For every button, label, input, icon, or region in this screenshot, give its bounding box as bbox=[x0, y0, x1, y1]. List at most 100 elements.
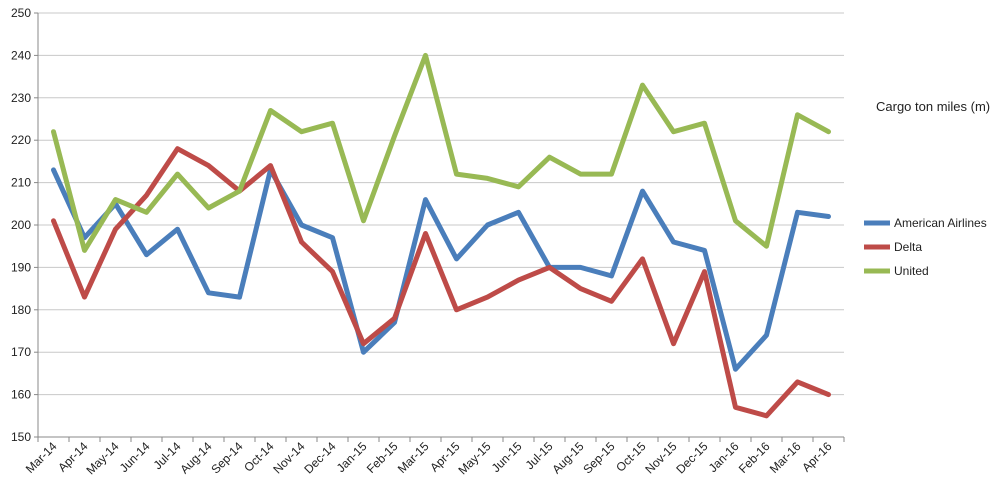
data-point bbox=[485, 176, 490, 181]
data-point bbox=[702, 121, 707, 126]
y-tick-label: 230 bbox=[11, 91, 31, 105]
data-point bbox=[144, 193, 149, 198]
chart-title: Cargo ton miles (m) bbox=[876, 99, 990, 114]
data-point bbox=[454, 172, 459, 177]
series-line-1 bbox=[51, 146, 831, 419]
data-point bbox=[578, 286, 583, 291]
data-point bbox=[82, 248, 87, 253]
x-tick-label: Sep-15 bbox=[580, 439, 617, 476]
y-tick-label: 150 bbox=[11, 430, 31, 444]
data-point bbox=[485, 223, 490, 228]
x-tick-label: Feb-15 bbox=[364, 439, 401, 476]
x-tick-label: Nov-15 bbox=[642, 439, 679, 476]
x-tick-label: May-15 bbox=[455, 439, 493, 477]
data-point bbox=[826, 129, 831, 134]
data-point bbox=[702, 248, 707, 253]
data-point bbox=[578, 172, 583, 177]
x-tick-label: Mar-16 bbox=[767, 439, 804, 476]
x-tick-label: Oct-14 bbox=[241, 439, 277, 475]
data-point bbox=[733, 405, 738, 410]
data-point bbox=[392, 133, 397, 138]
data-point bbox=[423, 231, 428, 236]
data-point bbox=[609, 273, 614, 278]
data-point bbox=[671, 341, 676, 346]
x-tick-label: May-14 bbox=[83, 439, 121, 477]
data-point bbox=[206, 206, 211, 211]
data-point bbox=[330, 235, 335, 240]
data-point bbox=[795, 379, 800, 384]
data-point bbox=[795, 112, 800, 117]
x-tick-label: Jun-15 bbox=[489, 439, 525, 475]
data-point bbox=[330, 121, 335, 126]
data-point bbox=[671, 239, 676, 244]
data-point bbox=[826, 392, 831, 397]
data-point bbox=[175, 227, 180, 232]
data-point bbox=[144, 210, 149, 215]
data-point bbox=[795, 210, 800, 215]
data-point bbox=[299, 129, 304, 134]
series-lines bbox=[51, 52, 831, 419]
y-tick-label: 250 bbox=[11, 6, 31, 20]
data-point bbox=[485, 295, 490, 300]
data-point bbox=[268, 108, 273, 113]
data-point bbox=[82, 295, 87, 300]
y-tick-label: 200 bbox=[11, 218, 31, 232]
x-tick-label: Feb-16 bbox=[736, 439, 773, 476]
data-point bbox=[361, 350, 366, 355]
data-point bbox=[454, 256, 459, 261]
data-point bbox=[640, 83, 645, 88]
x-tick-label: Mar-14 bbox=[23, 439, 60, 476]
x-tick-label: Sep-14 bbox=[208, 439, 245, 476]
data-point bbox=[299, 223, 304, 228]
data-point bbox=[144, 252, 149, 257]
data-point bbox=[733, 367, 738, 372]
data-point bbox=[113, 227, 118, 232]
x-tick-label: Dec-15 bbox=[673, 439, 710, 476]
data-point bbox=[51, 167, 56, 172]
data-point bbox=[237, 189, 242, 194]
data-point bbox=[609, 172, 614, 177]
data-point bbox=[671, 129, 676, 134]
x-tick-label: Jan-15 bbox=[334, 439, 370, 475]
data-point bbox=[516, 210, 521, 215]
x-tick-label: Apr-16 bbox=[799, 439, 835, 475]
data-point bbox=[702, 269, 707, 274]
data-point bbox=[640, 256, 645, 261]
data-point bbox=[516, 184, 521, 189]
x-tick-label: Aug-15 bbox=[549, 439, 586, 476]
legend-label-1: Delta bbox=[894, 240, 922, 254]
data-point bbox=[206, 163, 211, 168]
axes bbox=[34, 12, 845, 442]
data-point bbox=[206, 290, 211, 295]
y-tick-label: 190 bbox=[11, 260, 31, 274]
data-point bbox=[361, 341, 366, 346]
x-tick-label: Dec-14 bbox=[301, 439, 338, 476]
data-point bbox=[733, 218, 738, 223]
data-point bbox=[640, 189, 645, 194]
data-point bbox=[423, 197, 428, 202]
data-point bbox=[454, 307, 459, 312]
data-point bbox=[113, 197, 118, 202]
data-point bbox=[392, 316, 397, 321]
x-tick-label: Oct-15 bbox=[613, 439, 649, 475]
data-point bbox=[423, 53, 428, 58]
data-point bbox=[826, 214, 831, 219]
data-point bbox=[268, 163, 273, 168]
y-tick-label: 180 bbox=[11, 303, 31, 317]
data-point bbox=[764, 244, 769, 249]
data-point bbox=[547, 155, 552, 160]
y-tick-label: 170 bbox=[11, 345, 31, 359]
data-point bbox=[516, 278, 521, 283]
y-tick-label: 160 bbox=[11, 388, 31, 402]
x-tick-label: Jun-14 bbox=[117, 439, 153, 475]
data-point bbox=[175, 146, 180, 151]
data-point bbox=[51, 129, 56, 134]
data-point bbox=[578, 265, 583, 270]
x-tick-label: Jan-16 bbox=[706, 439, 742, 475]
legend-label-2: United bbox=[894, 264, 929, 278]
data-point bbox=[361, 218, 366, 223]
x-tick-label: Nov-14 bbox=[270, 439, 307, 476]
legend-label-0: American Airlines bbox=[894, 216, 987, 230]
